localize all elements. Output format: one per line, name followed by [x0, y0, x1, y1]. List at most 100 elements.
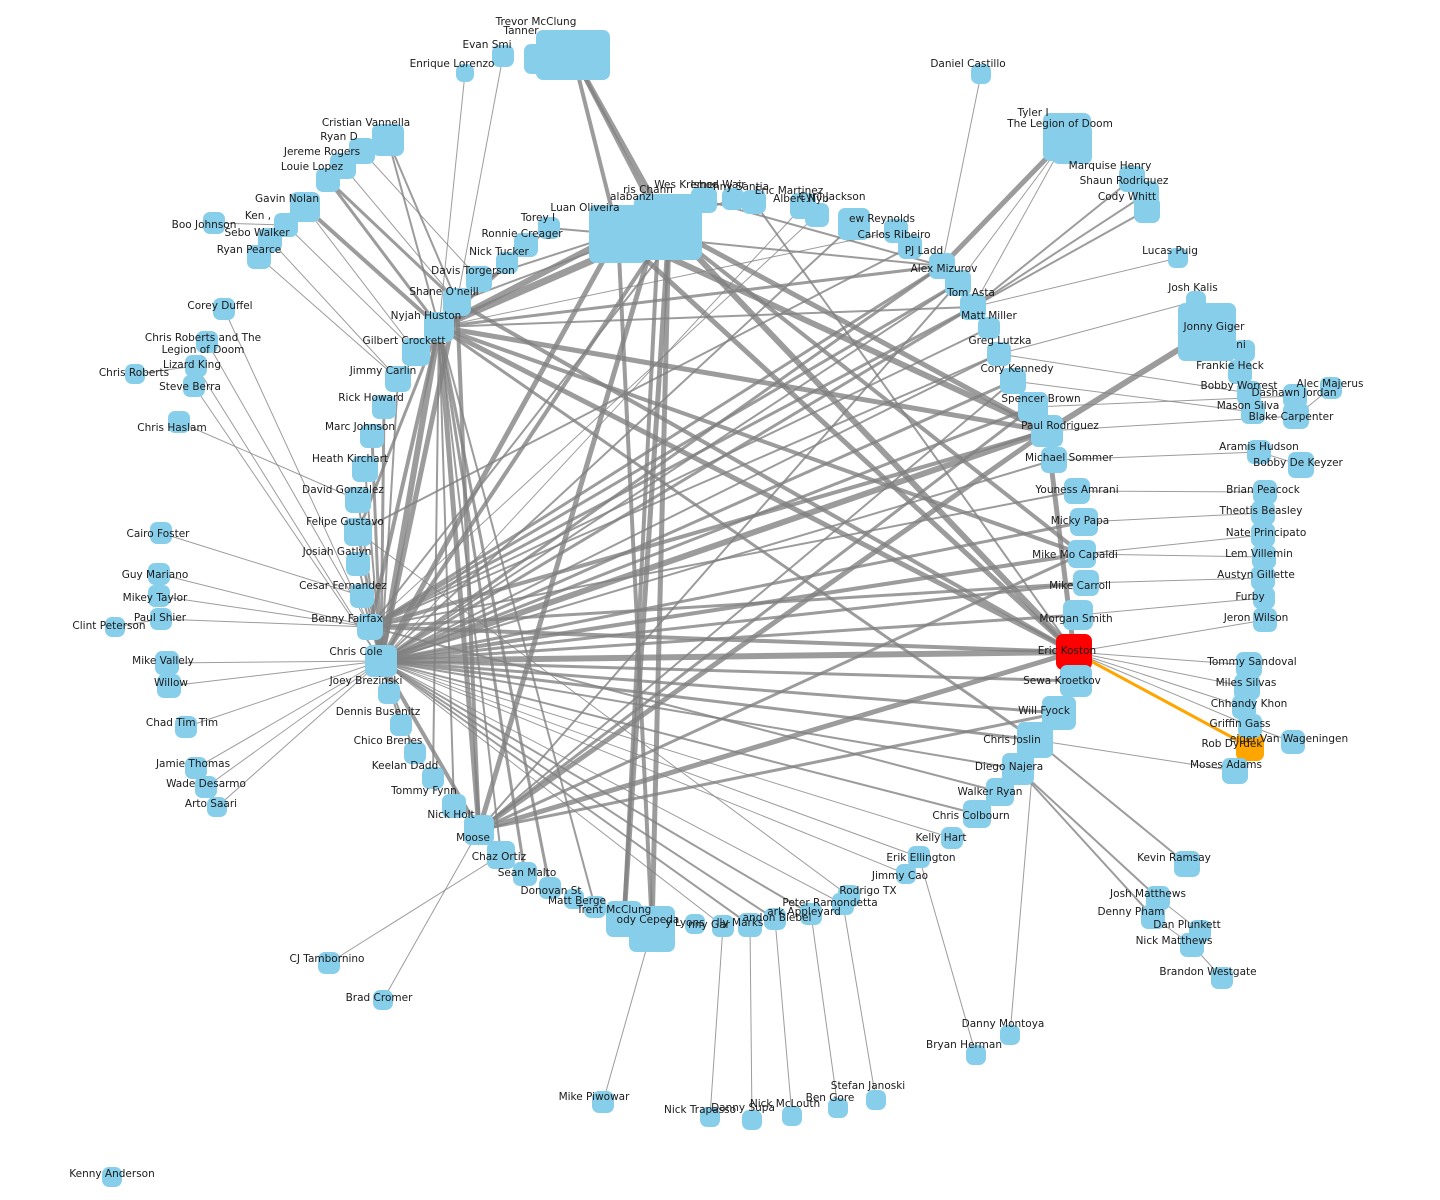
graph-node-cristian-vannella[interactable] — [372, 124, 404, 156]
graph-node-willow[interactable] — [157, 674, 181, 698]
graph-node-paul-shier[interactable] — [150, 608, 172, 630]
graph-node-benny-fairfax[interactable] — [357, 614, 383, 640]
graph-node-kevin-ramsay[interactable] — [1174, 851, 1200, 877]
graph-node-joey-brezinski[interactable] — [378, 682, 400, 704]
graph-node-micky-papa[interactable] — [1070, 508, 1098, 536]
graph-node-tommy-sandoval[interactable] — [1236, 652, 1262, 678]
graph-node-kelly-hart[interactable] — [941, 827, 963, 849]
graph-node-wes-kremer[interactable] — [691, 187, 717, 213]
graph-node-albert-nyberg[interactable] — [805, 203, 829, 227]
graph-node-donovan-st[interactable] — [564, 889, 584, 909]
graph-node-austyn-gillette[interactable] — [1251, 566, 1275, 590]
graph-node-rick-howard[interactable] — [372, 395, 396, 419]
graph-node-ben-gore[interactable] — [828, 1098, 848, 1118]
graph-node-denny-pham[interactable] — [1141, 905, 1165, 929]
graph-node-cody-whitt[interactable] — [1134, 197, 1160, 223]
graph-node-kalabanzi[interactable] — [634, 196, 684, 246]
graph-node-enrique-lorenzo[interactable] — [456, 64, 474, 82]
graph-node-steve-berra[interactable] — [183, 375, 205, 397]
graph-node-clint-peterson[interactable] — [105, 617, 125, 637]
graph-node-chad-tim-tim[interactable] — [175, 716, 197, 738]
graph-node-brad-cromer[interactable] — [373, 990, 393, 1010]
graph-node-eric-koston[interactable] — [1056, 634, 1092, 670]
graph-node-marc-johnson[interactable] — [360, 424, 384, 448]
graph-node-chris-haslam[interactable] — [168, 411, 190, 433]
graph-node-heath-kirchart[interactable] — [352, 456, 378, 482]
graph-node-bobby-worrest[interactable] — [1237, 381, 1261, 405]
graph-node-dennis-busenitz[interactable] — [390, 714, 412, 736]
graph-node-cesar-fernandez[interactable] — [350, 584, 374, 608]
graph-node-josh-kalis[interactable] — [1186, 291, 1206, 311]
graph-node-danny-montoya[interactable] — [1000, 1025, 1020, 1045]
graph-node-walker-ryan[interactable] — [986, 778, 1014, 806]
graph-node-felipe-gustavo[interactable] — [344, 518, 372, 546]
graph-node-corey-duffel[interactable] — [213, 298, 235, 320]
graph-node-ronnie-creager[interactable] — [514, 233, 538, 257]
graph-node-kenny-anderson[interactable] — [102, 1167, 122, 1187]
graph-node-jeron-wilson[interactable] — [1253, 608, 1277, 632]
graph-node-chris-colbourn[interactable] — [963, 800, 991, 828]
graph-node-lucas-puig[interactable] — [1168, 248, 1188, 268]
graph-node-wade-desarmo[interactable] — [195, 776, 217, 798]
graph-node-legion-of-doom[interactable] — [1052, 124, 1092, 164]
graph-node-tom-asta[interactable] — [960, 294, 986, 320]
graph-node-alex-mizurov[interactable] — [945, 270, 971, 296]
graph-node-frankie-heck[interactable] — [1228, 360, 1252, 384]
graph-node-brandon-biebel[interactable] — [764, 908, 786, 930]
graph-node-guy-mariano[interactable] — [148, 563, 170, 585]
graph-node-furby[interactable] — [1253, 587, 1275, 609]
graph-node-evan-smith[interactable] — [492, 45, 514, 67]
graph-node-dashawn-jordan[interactable] — [1283, 384, 1307, 408]
graph-node-jimmy-carlin[interactable] — [385, 366, 411, 392]
graph-node-lem-villemin[interactable] — [1252, 545, 1276, 569]
graph-node-chaz-ortiz[interactable] — [513, 862, 537, 886]
graph-node-morgan-smith[interactable] — [1063, 600, 1093, 630]
graph-node-nick-matthews[interactable] — [1180, 933, 1204, 957]
graph-node-mike-carroll[interactable] — [1073, 570, 1099, 596]
graph-node-mi[interactable] — [1233, 340, 1255, 362]
graph-node-chris-joslin[interactable] — [1017, 722, 1053, 758]
graph-node-nate-principato[interactable] — [1251, 523, 1275, 547]
graph-node-mark-appleyard[interactable] — [800, 903, 822, 925]
graph-node-torey-pudwill[interactable] — [538, 217, 560, 239]
graph-node-brian-peacock[interactable] — [1253, 480, 1277, 504]
graph-node-greg-lutzka[interactable] — [987, 342, 1011, 366]
graph-node-chris-roberts-legion[interactable] — [196, 331, 218, 353]
graph-node-nick-trapasso[interactable] — [700, 1107, 720, 1127]
graph-node-youness-amrani[interactable] — [1064, 478, 1090, 504]
graph-node-carlos-ribeiro[interactable] — [898, 235, 922, 259]
graph-node-billy-marks[interactable] — [738, 913, 762, 937]
graph-node-theotis-beasley[interactable] — [1251, 501, 1275, 525]
graph-node-peter-ramondetta[interactable] — [832, 893, 854, 915]
graph-node-paul-rodriguez[interactable] — [1031, 415, 1063, 447]
graph-node-boo-johnson[interactable] — [203, 212, 225, 234]
graph-node-bryan-herman[interactable] — [966, 1045, 986, 1065]
graph-node-davis-torgerson[interactable] — [466, 266, 492, 292]
graph-node-tommy-fynn[interactable] — [442, 794, 466, 818]
graph-node-michael-sommer[interactable] — [1041, 447, 1067, 473]
graph-node-moses-adams[interactable] — [1222, 758, 1248, 784]
graph-node-nick-mclouth[interactable] — [782, 1106, 802, 1126]
graph-node-erik-ellington[interactable] — [908, 846, 930, 868]
graph-node-jonny-giger[interactable] — [1178, 303, 1236, 361]
graph-node-nick-tucker[interactable] — [496, 252, 518, 274]
graph-node-josiah-gatlyn[interactable] — [346, 552, 370, 576]
graph-node-sewa-kroetkov[interactable] — [1060, 665, 1092, 697]
graph-node-cory-kennedy[interactable] — [1000, 368, 1026, 394]
graph-node-manny-santiago[interactable] — [742, 190, 766, 214]
graph-node-matt-berger[interactable] — [584, 896, 606, 918]
graph-node-brandon-westgate[interactable] — [1211, 967, 1233, 989]
graph-node-matt-miller[interactable] — [978, 317, 1000, 339]
graph-node-cj-tambornino[interactable] — [318, 952, 340, 974]
graph-node-moose[interactable] — [487, 841, 515, 869]
graph-node-mike-piwowar[interactable] — [592, 1091, 614, 1113]
graph-node-danny-garcia[interactable] — [712, 915, 734, 937]
graph-node-chico-brenes[interactable] — [404, 742, 426, 764]
graph-node-mike-mo-capaldi[interactable] — [1068, 540, 1096, 568]
graph-node-louie-lopez[interactable] — [316, 168, 340, 192]
graph-node-gilbert-crockett[interactable] — [402, 338, 430, 366]
graph-node-ishod-wair[interactable] — [722, 188, 744, 210]
graph-node-alec-majerus[interactable] — [1320, 377, 1342, 399]
graph-node-sean-malto[interactable] — [539, 877, 561, 899]
